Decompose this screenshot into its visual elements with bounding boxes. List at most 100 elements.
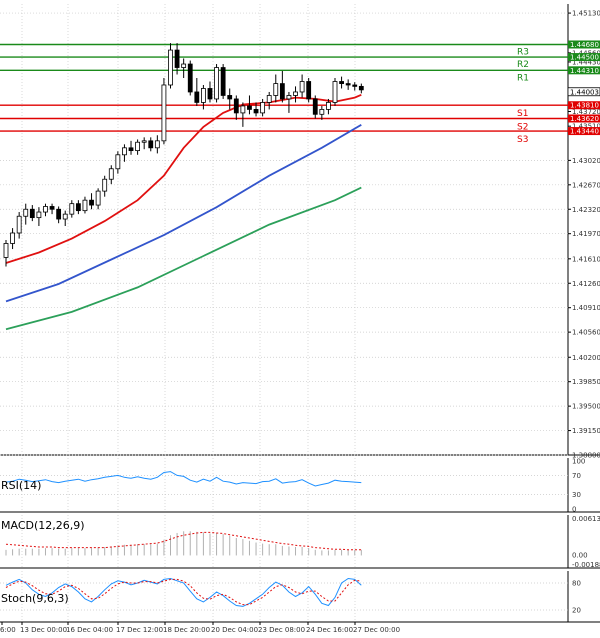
level-price-value: 1.44500	[570, 54, 599, 62]
rsi-line	[5, 471, 362, 487]
candle	[10, 228, 15, 250]
level-price-box-bg	[568, 114, 600, 123]
level-price-value: 1.43440	[570, 128, 599, 136]
level-price-box-s1: 1.43810	[568, 101, 600, 110]
time-tick-label: 16 Dec 04:00	[66, 626, 113, 634]
level-price-box-r2: 1.44500	[568, 53, 600, 62]
price-tick-label: 1.40200	[572, 354, 600, 362]
level-price-box-bg	[568, 101, 600, 110]
candle-body-down	[194, 91, 200, 103]
candle	[326, 98, 331, 115]
candle	[187, 60, 193, 96]
price-tick-label: 1.41260	[572, 280, 600, 288]
rsi-tick-label: 100	[572, 458, 585, 466]
candle	[332, 78, 338, 106]
stoch-tick-label: 20	[572, 607, 581, 615]
candle-body-down	[339, 81, 344, 84]
rsi-tick-label: 0	[572, 506, 576, 514]
level-name-r3: R3	[517, 47, 529, 57]
candle-body-down	[56, 208, 62, 220]
current-price-value: 1.44003	[570, 88, 599, 96]
macd-tick-label: 0.00613	[572, 515, 600, 523]
candle-body-up	[161, 84, 167, 142]
candle	[174, 43, 180, 75]
level-name-s3: S3	[517, 135, 528, 145]
rsi-tick-label: 30	[572, 491, 581, 499]
candle-body-up	[286, 95, 292, 100]
level-price-box-s2: 1.43620	[568, 114, 600, 123]
level-name-s2: S2	[517, 122, 528, 132]
price-tick-label: 1.39850	[572, 378, 600, 386]
candle	[62, 210, 68, 227]
level-price-value: 1.43810	[570, 102, 599, 110]
candle	[49, 203, 55, 215]
rsi-tick-label: 70	[572, 472, 581, 480]
candle-body-down	[207, 88, 213, 100]
candle-body-up	[10, 232, 15, 244]
candle-body-down	[233, 98, 239, 114]
candle-body-up	[62, 213, 68, 220]
candle-body-up	[108, 168, 114, 180]
candle-body-up	[135, 141, 141, 152]
time-tick-label: 27 Dec 00:00	[353, 626, 400, 634]
candle	[82, 196, 88, 214]
price-tick-label: 1.39500	[572, 403, 600, 411]
candle-body-down	[247, 105, 252, 110]
level-price-box-bg	[568, 127, 600, 136]
candle	[200, 84, 206, 110]
time-tick-label: 23 Dec 08:00	[258, 626, 305, 634]
macd-pane-frame-bg	[0, 515, 568, 568]
candle	[345, 79, 351, 90]
level-name-r1: R1	[517, 73, 529, 83]
level-price-value: 1.44310	[570, 67, 599, 75]
candle	[23, 203, 29, 225]
candle-body-up	[326, 102, 331, 110]
candle	[148, 137, 154, 152]
candle-body-up	[299, 81, 305, 93]
price-tick-label: 1.39150	[572, 427, 600, 435]
level-price-value: 1.43620	[570, 115, 599, 123]
candle-body-up	[266, 95, 272, 103]
candle-body-down	[345, 83, 351, 86]
candle-body-up	[95, 190, 101, 206]
price-tick-label: 1.43720	[572, 108, 600, 116]
candle	[69, 200, 75, 218]
candle-body-up	[69, 203, 75, 215]
candle	[286, 91, 292, 113]
time-tick-label: 24 Dec 16:00	[306, 626, 353, 634]
candle	[128, 140, 134, 155]
candle	[29, 205, 35, 222]
candle	[299, 74, 305, 98]
level-price-box-r1: 1.44310	[568, 66, 600, 75]
candle	[115, 151, 121, 174]
candle-body-up	[332, 81, 338, 103]
price-pane-frame-bg	[0, 4, 568, 455]
candle	[36, 207, 42, 227]
candle-body-up	[293, 91, 298, 96]
macd-tick-label: 0.00	[572, 551, 588, 559]
rsi-pane-frame-bg	[0, 458, 568, 512]
candle-body-up	[102, 178, 108, 192]
candle	[95, 188, 101, 210]
candle	[161, 78, 167, 145]
level-price-box-bg	[568, 40, 600, 49]
price-tick-label: 1.41610	[572, 255, 600, 263]
candle-body-up	[154, 140, 160, 149]
macd-pane: 0.00613 0.00 -0.00188 MACD(12,26,9)	[0, 515, 600, 569]
candle-body-down	[49, 206, 55, 210]
level-name-r2: R2	[517, 60, 529, 70]
candle	[16, 212, 22, 239]
current-price-box: 1.44003	[567, 87, 600, 97]
stoch-tick-label: 80	[572, 580, 581, 588]
price-tick-label: 1.45130	[572, 10, 600, 18]
time-tick-label: 6:00	[0, 626, 16, 634]
candle-body-down	[29, 208, 35, 219]
candle	[89, 193, 94, 210]
candle-body-down	[128, 147, 134, 152]
candle	[253, 102, 259, 117]
current-price-box-bg	[567, 87, 600, 97]
candle-body-up	[200, 88, 206, 103]
candle	[247, 95, 252, 115]
time-tick-label: 13 Dec 00:00	[20, 626, 67, 634]
